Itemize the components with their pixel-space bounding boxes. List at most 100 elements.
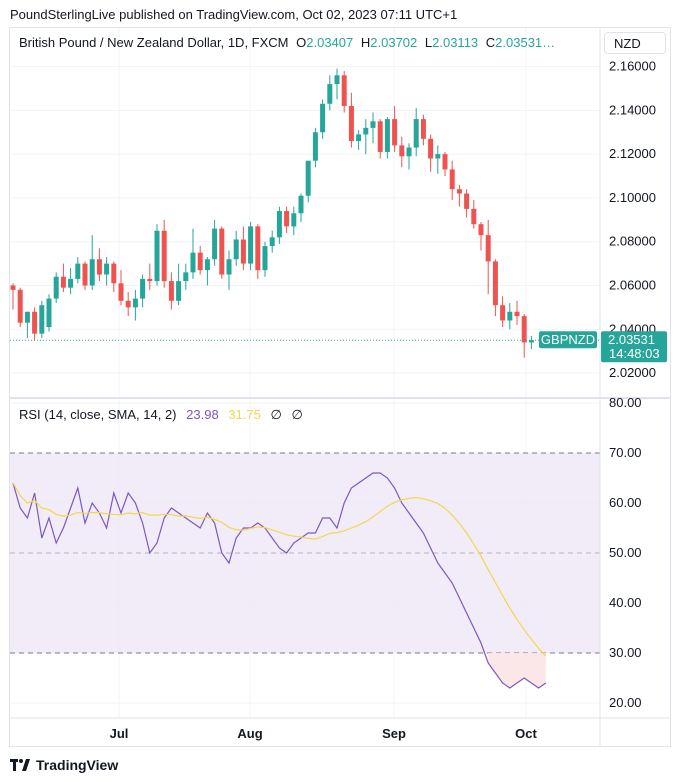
candle-body	[492, 261, 498, 306]
tradingview-logo[interactable]: TradingView	[10, 757, 118, 773]
candle-body	[75, 263, 81, 279]
candle-body	[471, 208, 477, 225]
candle-body	[147, 278, 153, 282]
candle-body	[327, 84, 333, 104]
candle-body	[399, 145, 405, 157]
ohlc-low-label: L	[424, 35, 433, 50]
candle-body	[413, 119, 419, 148]
candle-body	[356, 134, 362, 141]
candle-body	[212, 228, 218, 260]
price-tick-label: 2.16000	[609, 59, 656, 74]
candle-body	[298, 195, 304, 214]
rsi-title-text: RSI (14, close, SMA, 14, 2)	[19, 407, 177, 422]
candle-body	[464, 193, 470, 209]
currency-selector[interactable]: NZD	[604, 32, 666, 54]
ohlc-close-value: 2.03531	[495, 35, 543, 50]
candle-body	[190, 252, 196, 273]
last-price-tag: 2.03531	[608, 332, 655, 347]
time-tick-label: Aug	[237, 726, 262, 741]
price-tick-label: 2.06000	[609, 277, 656, 292]
rsi-ma-line	[12, 482, 547, 657]
candle-body	[500, 305, 506, 321]
candle-body	[82, 263, 88, 286]
candle-body	[53, 276, 59, 299]
candle-body	[204, 259, 210, 271]
time-tick-label: Jul	[110, 726, 129, 741]
candle-body	[140, 278, 146, 299]
candle-body	[377, 121, 383, 152]
ohlc-open-label: O	[296, 35, 307, 50]
axes: 2.16000 2.14000 2.12000 2.10000 2.08000 2.060…	[10, 28, 670, 746]
price-pane-title: British Pound / New Zealand Dollar, 1D, …	[19, 35, 555, 50]
candle-body	[442, 154, 448, 170]
price-tick-label: 2.10000	[609, 190, 656, 205]
price-tick-label: 2.08000	[609, 234, 656, 249]
ohlc-low-value: 2.03113	[432, 35, 479, 50]
candle-body	[262, 246, 268, 271]
ohlc-high-value: 2.03702	[370, 35, 418, 50]
candle-body	[161, 230, 167, 282]
candle-body	[528, 340, 534, 343]
rsi-band	[10, 452, 600, 654]
rsi-tick-label: 70.00	[609, 445, 642, 460]
candle-body	[96, 259, 102, 275]
candle-body	[514, 311, 520, 317]
ohlc-high-label: H	[360, 35, 371, 50]
candle-body	[507, 311, 513, 321]
rsi-band-fill	[10, 453, 600, 653]
time-tick-label: Oct	[515, 726, 537, 741]
rsi-line	[12, 472, 547, 689]
candle-body	[240, 239, 246, 264]
candle-body	[10, 285, 16, 290]
price-tick-label: 2.14000	[609, 102, 656, 117]
candle-body	[478, 224, 484, 236]
candle-body	[168, 281, 174, 301]
ohlc-ellipsis: …	[542, 35, 556, 50]
candle-body	[370, 121, 376, 128]
candle-body	[341, 75, 347, 106]
candle-body	[305, 160, 311, 196]
candle-body	[269, 237, 275, 247]
candle-body	[420, 119, 426, 139]
candle-body	[485, 235, 491, 262]
candle-body	[197, 252, 203, 271]
rsi-oversold-fill	[488, 653, 546, 688]
candle-body	[384, 119, 390, 152]
candle-body	[456, 189, 462, 194]
symbol-tag: GBPNZD	[541, 332, 595, 347]
rsi-tick-label: 60.00	[609, 495, 642, 510]
rsi-tick-label: 30.00	[609, 645, 642, 660]
rsi-extra-1: ∅	[270, 407, 282, 422]
symbol-tag-bg	[539, 331, 597, 349]
rsi-extra-2: ∅	[291, 407, 303, 422]
candle-body	[284, 211, 290, 227]
rsi-tick-label: 20.00	[609, 695, 642, 710]
candle-body	[406, 147, 412, 157]
candle-body	[118, 283, 124, 301]
rsi-tick-label: 80.00	[609, 395, 642, 410]
symbol-title: British Pound / New Zealand Dollar, 1D, …	[19, 35, 289, 50]
tradingview-logo-icon	[10, 759, 30, 771]
tradingview-logo-text: TradingView	[36, 757, 119, 773]
candle-body	[132, 298, 138, 308]
time-tick-label: Sep	[382, 726, 406, 741]
candle-body	[291, 213, 297, 227]
candle-body	[449, 169, 455, 190]
candle-body	[320, 103, 326, 133]
candle-body	[255, 226, 261, 271]
publish-header: PoundSterlingLive published on TradingVi…	[10, 7, 458, 22]
candle-body	[428, 138, 434, 159]
candle-body	[219, 228, 225, 275]
candle-body	[226, 259, 232, 275]
candle-body	[521, 316, 527, 343]
candle-body	[392, 119, 398, 146]
candle-body	[233, 239, 239, 260]
candle-body	[24, 311, 30, 323]
candle-body	[89, 259, 95, 286]
candle-body	[276, 211, 282, 238]
rsi-pane-title: RSI (14, close, SMA, 14, 2) 23.98 31.75 …	[19, 407, 303, 423]
ohlc-close-label: C	[485, 35, 496, 50]
candle-body	[17, 289, 23, 323]
